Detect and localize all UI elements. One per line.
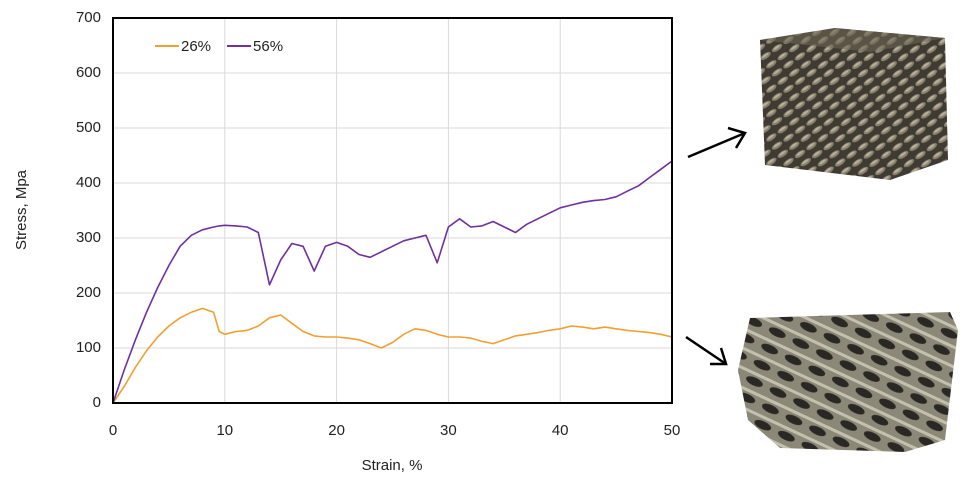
legend-label: 26% (181, 38, 211, 55)
x-axis-label: Strain, % (362, 457, 423, 474)
x-tick-label: 50 (664, 422, 681, 439)
arrow (686, 337, 726, 364)
arrow (688, 128, 745, 157)
chart: Stress, Mpa Strain, % 010020030040050060… (0, 0, 975, 480)
y-tick-label: 700 (76, 9, 101, 26)
y-tick-label: 200 (76, 284, 101, 301)
y-axis-label: Stress, Mpa (13, 169, 30, 250)
y-tick-label: 300 (76, 229, 101, 246)
sample-dense (760, 28, 948, 180)
data-line (113, 161, 672, 403)
y-tick-label: 500 (76, 119, 101, 136)
x-tick-label: 40 (552, 422, 569, 439)
y-tick-label: 0 (93, 394, 101, 411)
sample-porous (738, 312, 958, 452)
x-tick-label: 30 (440, 422, 457, 439)
x-tick-label: 10 (216, 422, 233, 439)
plot-frame (113, 18, 672, 403)
data-line (113, 308, 672, 403)
legend-label: 56% (253, 38, 283, 55)
x-tick-label: 20 (328, 422, 345, 439)
y-tick-label: 400 (76, 174, 101, 191)
x-tick-label: 0 (109, 422, 117, 439)
y-tick-label: 600 (76, 64, 101, 81)
y-tick-label: 100 (76, 339, 101, 356)
